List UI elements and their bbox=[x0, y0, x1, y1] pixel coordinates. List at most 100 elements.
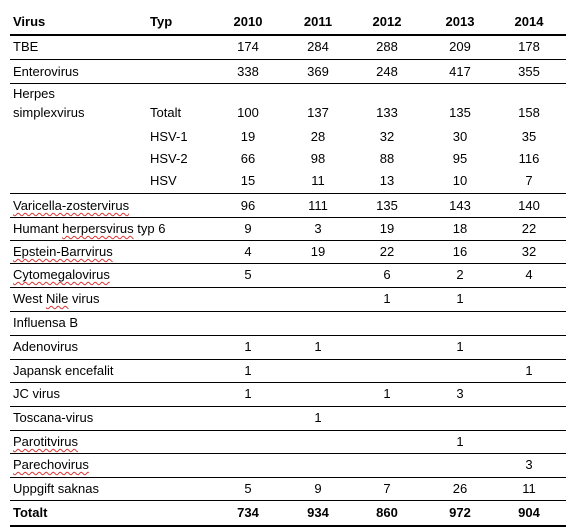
value-cell: 1 bbox=[244, 363, 252, 378]
virus-cell: Enterovirus bbox=[13, 64, 79, 79]
value-cell: 7 bbox=[383, 481, 391, 496]
value-cell: 7 bbox=[525, 173, 533, 188]
table-row: Parotitvirus 1 bbox=[10, 431, 566, 454]
virus-cell: Parotitvirus bbox=[13, 434, 79, 449]
table-row: Cytomegalovirus 5 6 2 4 bbox=[10, 264, 566, 288]
table-row: TBE 174 284 288 209 178 bbox=[10, 36, 566, 60]
value-cell: 248 bbox=[376, 64, 398, 79]
value-cell: 174 bbox=[237, 39, 259, 54]
value-cell: 22 bbox=[379, 244, 395, 259]
value-cell: 1 bbox=[383, 291, 391, 306]
value-cell: 22 bbox=[521, 221, 537, 236]
value-cell: 18 bbox=[452, 221, 468, 236]
value-cell: 2014 bbox=[514, 14, 544, 29]
value-cell: 1 bbox=[456, 291, 464, 306]
value-cell: 158 bbox=[518, 105, 540, 120]
value-cell: 19 bbox=[240, 129, 256, 144]
value-cell: 355 bbox=[518, 64, 540, 79]
virus-cell: Herpes bbox=[13, 86, 55, 101]
value-cell: 1 bbox=[456, 339, 464, 354]
virus-cell: Virus bbox=[13, 14, 46, 29]
table-row: simplexvirus Totalt 100 137 133 135 158 bbox=[10, 103, 566, 126]
value-cell: 178 bbox=[518, 39, 540, 54]
virus-cell: TBE bbox=[13, 39, 39, 54]
value-cell: 66 bbox=[240, 151, 256, 166]
value-cell: 5 bbox=[244, 267, 252, 282]
typ-cell: Totalt bbox=[150, 105, 182, 120]
typ-cell: HSV-1 bbox=[150, 129, 188, 144]
virus-cell: Uppgift saknas bbox=[13, 481, 99, 496]
table-row: Parechovirus 3 bbox=[10, 454, 566, 478]
value-cell: 284 bbox=[307, 39, 329, 54]
typ-cell: HSV-2 bbox=[150, 151, 188, 166]
table-row: Adenovirus 1 1 1 bbox=[10, 336, 566, 360]
value-cell: 6 bbox=[383, 267, 391, 282]
value-cell: 3 bbox=[525, 457, 533, 472]
value-cell: 2 bbox=[456, 267, 464, 282]
value-cell: 369 bbox=[307, 64, 329, 79]
virus-cell: JC virus bbox=[13, 386, 60, 401]
table-row: JC virus 1 1 3 bbox=[10, 383, 566, 407]
value-cell: 30 bbox=[452, 129, 468, 144]
value-cell: 2010 bbox=[233, 14, 263, 29]
virus-cell: Varicella-zostervirus bbox=[13, 198, 130, 213]
value-cell: 16 bbox=[452, 244, 468, 259]
value-cell: 209 bbox=[449, 39, 471, 54]
virus-cell: Totalt bbox=[13, 505, 48, 520]
value-cell: 28 bbox=[310, 129, 326, 144]
table-row: Humant herpersvirus typ 6 9 3 19 18 22 bbox=[10, 218, 566, 241]
value-cell: 11 bbox=[522, 481, 536, 496]
typ-cell: Typ bbox=[150, 14, 173, 29]
total-row: Totalt 734 934 860 972 904 bbox=[10, 500, 566, 527]
value-cell: 135 bbox=[376, 198, 398, 213]
virus-cell: Humant herpersvirus typ 6 bbox=[13, 221, 166, 236]
virus-cell: Parechovirus bbox=[13, 457, 89, 472]
value-cell: 417 bbox=[449, 64, 471, 79]
table-row: Epstein-Barrvirus 4 19 22 16 32 bbox=[10, 241, 566, 264]
value-cell: 35 bbox=[521, 129, 537, 144]
value-cell: 972 bbox=[449, 505, 471, 520]
virus-cell: Toscana-virus bbox=[13, 410, 94, 425]
table-row: Varicella-zostervirus 96 111 135 143 140 bbox=[10, 194, 566, 218]
value-cell: 2013 bbox=[445, 14, 475, 29]
table-row: HSV-2 66 98 88 95 116 bbox=[10, 148, 566, 170]
table-row: HSV-1 19 28 32 30 35 bbox=[10, 126, 566, 148]
table-row: Toscana-virus 1 bbox=[10, 407, 566, 431]
virus-cell: Influensa B bbox=[13, 315, 79, 330]
value-cell: 860 bbox=[376, 505, 398, 520]
table-row: Uppgift saknas 5 9 7 26 11 bbox=[10, 478, 566, 500]
table-row: Influensa B bbox=[10, 312, 566, 336]
virus-cell: simplexvirus bbox=[13, 105, 85, 120]
value-cell: 1 bbox=[244, 339, 252, 354]
value-cell: 2012 bbox=[372, 14, 402, 29]
value-cell: 26 bbox=[452, 481, 468, 496]
table-row: Enterovirus 338 369 248 417 355 bbox=[10, 60, 566, 84]
value-cell: 13 bbox=[379, 173, 395, 188]
value-cell: 143 bbox=[449, 198, 471, 213]
table-row: HSV 15 11 13 10 7 bbox=[10, 170, 566, 194]
value-cell: 9 bbox=[244, 221, 252, 236]
value-cell: 32 bbox=[521, 244, 537, 259]
value-cell: 111 bbox=[308, 198, 328, 213]
virus-cell: Epstein-Barrvirus bbox=[13, 244, 113, 259]
value-cell: 19 bbox=[310, 244, 326, 259]
value-cell: 288 bbox=[376, 39, 398, 54]
value-cell: 4 bbox=[244, 244, 252, 259]
value-cell: 100 bbox=[237, 105, 259, 120]
value-cell: 1 bbox=[525, 363, 533, 378]
value-cell: 95 bbox=[452, 151, 468, 166]
value-cell: 904 bbox=[518, 505, 540, 520]
value-cell: 1 bbox=[456, 434, 464, 449]
header-row: Virus Typ 2010 2011 2012 2013 2014 bbox=[10, 10, 566, 36]
value-cell: 4 bbox=[525, 267, 533, 282]
value-cell: 116 bbox=[518, 151, 540, 166]
value-cell: 3 bbox=[314, 221, 322, 236]
value-cell: 11 bbox=[311, 173, 325, 188]
value-cell: 32 bbox=[379, 129, 395, 144]
value-cell: 3 bbox=[456, 386, 464, 401]
value-cell: 338 bbox=[237, 64, 259, 79]
value-cell: 19 bbox=[379, 221, 395, 236]
value-cell: 140 bbox=[518, 198, 540, 213]
virus-cell: Adenovirus bbox=[13, 339, 79, 354]
table-row: Herpes bbox=[10, 84, 566, 103]
